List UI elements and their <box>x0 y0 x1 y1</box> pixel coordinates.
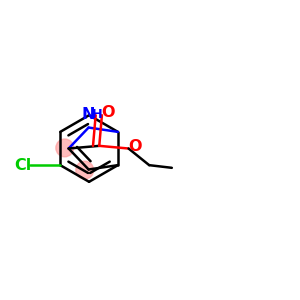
Text: H: H <box>92 108 103 121</box>
Text: N: N <box>81 107 95 122</box>
Text: Cl: Cl <box>14 158 32 173</box>
Text: O: O <box>102 105 115 120</box>
Text: O: O <box>128 139 142 154</box>
Circle shape <box>56 139 74 157</box>
Circle shape <box>76 161 94 179</box>
